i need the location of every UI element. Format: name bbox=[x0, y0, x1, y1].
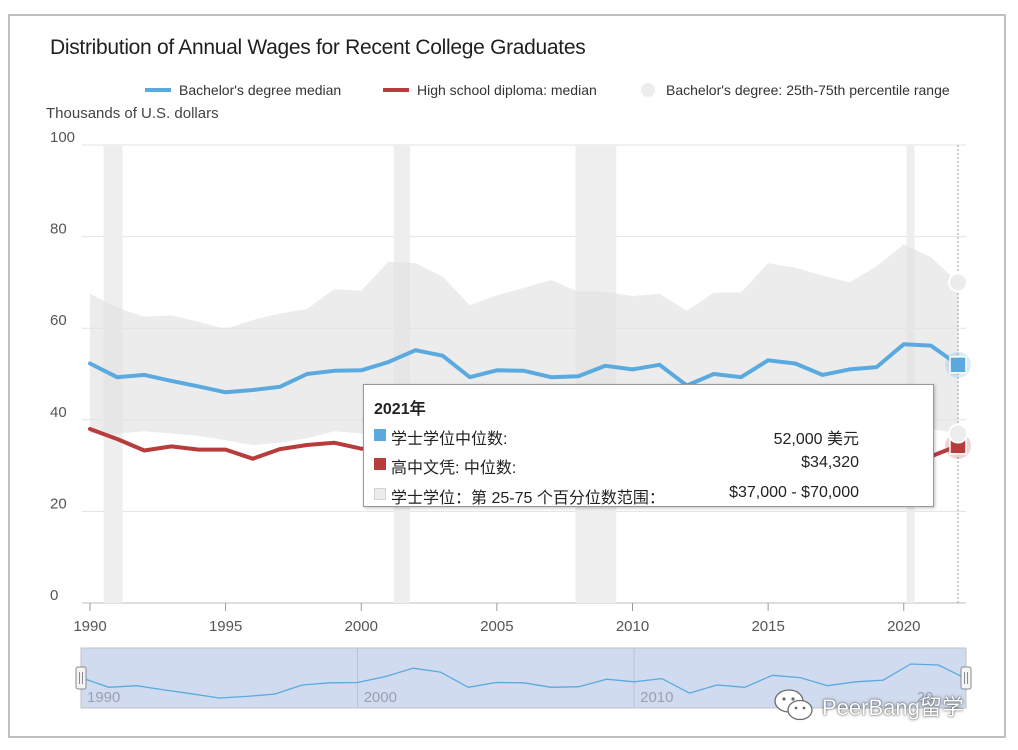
tooltip-label-highschool: 高中文凭: 中位数: bbox=[391, 460, 517, 477]
x-tick-1990: 1990 bbox=[73, 618, 106, 635]
marker-range-high[interactable] bbox=[948, 272, 968, 293]
legend-label-1[interactable]: High school diploma: median bbox=[417, 82, 597, 98]
legend[interactable]: Bachelor's degree median High school dipl… bbox=[145, 82, 950, 98]
y-tick-60: 60 bbox=[50, 312, 67, 329]
x-tick-2005: 2005 bbox=[480, 618, 513, 635]
tooltip-row-highschool: 高中文凭: 中位数: $34,320 bbox=[374, 454, 859, 477]
tooltip-title: 2021年 bbox=[374, 401, 426, 418]
tooltip-row-bachelor: 学士学位中位数: 52,000 美元 bbox=[374, 425, 859, 448]
x-axis-ticks: 1990 1995 2000 2005 2010 2015 2020 bbox=[73, 603, 920, 635]
tooltip-value-range: $37,000 - $70,000 bbox=[729, 484, 859, 501]
navigator-tick-2: 2010 bbox=[640, 689, 673, 706]
tooltip-row-range: 学士学位：第 25-75 个百分位数范围： $37,000 - $70,000 bbox=[374, 484, 859, 507]
tooltip-swatch-bachelor bbox=[374, 429, 386, 441]
y-tick-40: 40 bbox=[50, 404, 67, 421]
x-tick-2015: 2015 bbox=[751, 618, 784, 635]
y-axis-ticks: 0 20 40 60 80 100 bbox=[50, 129, 75, 604]
y-tick-80: 80 bbox=[50, 221, 67, 238]
navigator-handle-left[interactable] bbox=[75, 666, 87, 690]
navigator-handle-right[interactable] bbox=[960, 666, 972, 690]
x-tick-2010: 2010 bbox=[616, 618, 649, 635]
series-line-0[interactable] bbox=[88, 342, 960, 395]
tooltip-label-bachelor: 学士学位中位数: bbox=[391, 431, 508, 448]
x-tick-2000: 2000 bbox=[345, 618, 378, 635]
legend-swatch-2[interactable] bbox=[641, 83, 655, 97]
tooltip-swatch-highschool bbox=[374, 458, 386, 470]
tooltip-label-range: 学士学位：第 25-75 个百分位数范围： bbox=[391, 490, 665, 507]
marker-0[interactable] bbox=[949, 356, 967, 374]
marker-range-low[interactable] bbox=[948, 423, 968, 444]
legend-label-0[interactable]: Bachelor's degree median bbox=[179, 82, 341, 98]
watermark: PeerBang留学 bbox=[770, 686, 992, 726]
navigator-tick-3: 20 bbox=[917, 689, 934, 706]
navigator-tick-0: 1990 bbox=[87, 689, 120, 706]
tooltip: 2021年 学士学位中位数: 52,000 美元 高中文凭: 中位数: $34,… bbox=[363, 384, 934, 507]
y-axis-label: Thousands of U.S. dollars bbox=[46, 105, 219, 122]
legend-label-2[interactable]: Bachelor's degree: 25th-75th percentile … bbox=[666, 82, 950, 98]
tooltip-value-bachelor: 52,000 美元 bbox=[773, 431, 859, 448]
tooltip-swatch-range bbox=[374, 488, 386, 500]
y-tick-0: 0 bbox=[50, 587, 58, 604]
range-navigator[interactable]: 1990 2000 2010 20 bbox=[75, 647, 972, 709]
navigator-tick-1: 2000 bbox=[364, 689, 397, 706]
x-tick-1995: 1995 bbox=[209, 618, 242, 635]
navigator-series bbox=[80, 663, 967, 699]
tooltip-value-highschool: $34,320 bbox=[801, 454, 859, 471]
chart-title: Distribution of Annual Wages for Recent … bbox=[50, 36, 586, 59]
series-markers[interactable] bbox=[945, 272, 971, 459]
wechat-icon bbox=[774, 689, 813, 721]
x-tick-2020: 2020 bbox=[887, 618, 920, 635]
y-tick-100: 100 bbox=[50, 129, 75, 146]
y-tick-20: 20 bbox=[50, 495, 67, 512]
watermark-text: PeerBang留学 bbox=[822, 695, 964, 720]
